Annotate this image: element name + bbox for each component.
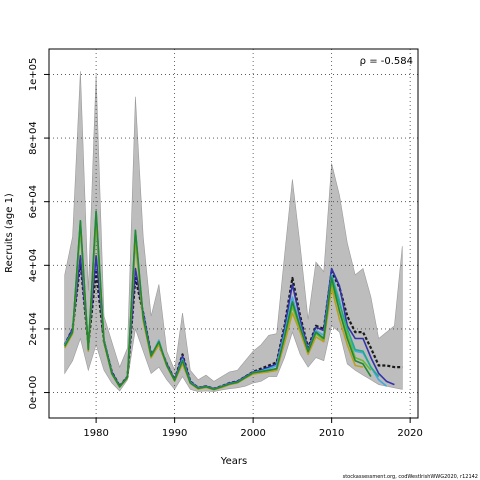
series-line-7 <box>63 210 372 391</box>
x-axis-title: Years <box>220 456 247 467</box>
confidence-band-layer <box>64 71 403 392</box>
y-tick-label: 4e+04 <box>28 248 39 282</box>
x-tick-label: 2000 <box>240 428 265 439</box>
rho-annotation: ρ = -0.584 <box>360 56 413 67</box>
y-tick-label: 0e+00 <box>28 376 39 410</box>
x-tick-label: 2020 <box>397 428 422 439</box>
x-axis: 1980 1990 2000 2010 2020 <box>83 418 423 439</box>
series-layer <box>63 210 403 391</box>
y-tick-label: 8e+04 <box>28 121 39 155</box>
y-axis-title: Recruits (age 1) <box>4 193 15 273</box>
plot-frame <box>48 48 419 419</box>
y-tick-label: 6e+04 <box>28 185 39 219</box>
x-tick-label: 1990 <box>162 428 187 439</box>
x-tick-label: 1980 <box>83 428 108 439</box>
y-axis: 0e+00 2e+04 4e+04 6e+04 8e+04 1e+05 <box>28 58 49 410</box>
y-tick-label: 1e+05 <box>28 58 39 92</box>
footer-credit: stockassessment.org, codWestIrishWWG2020… <box>343 474 478 480</box>
confidence-band <box>64 71 403 392</box>
y-tick-label: 2e+04 <box>28 312 39 346</box>
x-tick-label: 2010 <box>319 428 344 439</box>
